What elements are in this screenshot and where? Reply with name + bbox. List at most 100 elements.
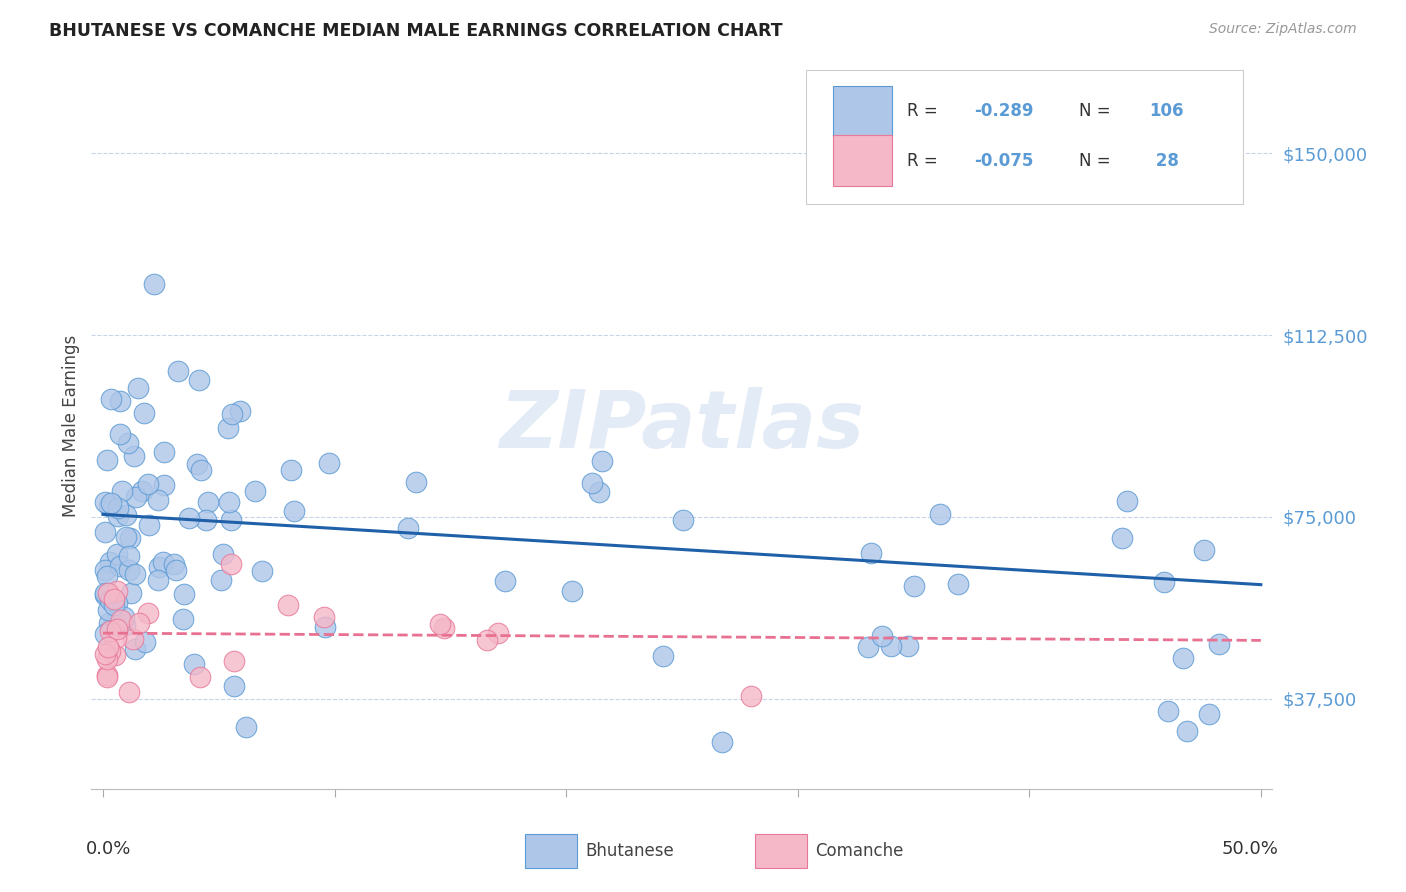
Point <box>94 586 117 600</box>
Point <box>108 427 131 442</box>
FancyBboxPatch shape <box>524 835 576 868</box>
Point <box>903 579 925 593</box>
Point <box>146 574 169 588</box>
Point <box>138 606 160 620</box>
Point <box>118 531 141 545</box>
Point <box>115 530 138 544</box>
Point <box>104 615 127 629</box>
Point <box>250 564 273 578</box>
Point <box>105 622 128 636</box>
Point <box>107 509 129 524</box>
Point <box>314 610 336 624</box>
FancyBboxPatch shape <box>834 86 893 136</box>
Text: R =: R = <box>907 152 943 169</box>
Point <box>118 563 141 577</box>
Point <box>112 610 135 624</box>
Point <box>1111 531 1133 545</box>
Point <box>433 621 456 635</box>
Point <box>103 598 125 612</box>
Point <box>94 647 117 661</box>
Point <box>98 624 121 638</box>
Point <box>98 499 121 513</box>
Point <box>1153 575 1175 590</box>
Point <box>194 513 217 527</box>
Point <box>221 512 243 526</box>
Point <box>486 625 509 640</box>
Point <box>396 521 419 535</box>
Point <box>108 393 131 408</box>
Point <box>860 546 883 560</box>
Point <box>96 569 118 583</box>
FancyBboxPatch shape <box>755 835 807 868</box>
Point <box>138 518 160 533</box>
Text: -0.075: -0.075 <box>973 152 1033 169</box>
Point <box>222 679 245 693</box>
Point <box>98 644 121 658</box>
Point <box>162 558 184 572</box>
Point <box>97 585 120 599</box>
Point <box>98 554 121 568</box>
Point <box>132 406 155 420</box>
Point <box>122 449 145 463</box>
Point <box>114 508 136 522</box>
Point <box>124 566 146 581</box>
Point <box>111 483 134 498</box>
Point <box>146 493 169 508</box>
Point <box>710 735 733 749</box>
Point <box>172 612 194 626</box>
Y-axis label: Median Male Earnings: Median Male Earnings <box>62 334 80 517</box>
Text: ZIPatlas: ZIPatlas <box>499 387 865 465</box>
Point <box>217 421 239 435</box>
Point <box>114 617 136 632</box>
Point <box>229 403 252 417</box>
Point <box>110 613 132 627</box>
Point <box>125 491 148 505</box>
Point <box>94 494 117 508</box>
Point <box>218 495 240 509</box>
Point <box>277 598 299 612</box>
Point <box>561 584 583 599</box>
Point <box>1157 704 1180 718</box>
Point <box>148 559 170 574</box>
Point <box>314 620 336 634</box>
Point <box>651 649 673 664</box>
Point <box>98 623 121 637</box>
Point <box>429 617 451 632</box>
Point <box>872 629 894 643</box>
Point <box>98 592 121 607</box>
Point <box>166 364 188 378</box>
Text: Bhutanese: Bhutanese <box>585 842 673 860</box>
Point <box>136 476 159 491</box>
Point <box>94 627 117 641</box>
Point <box>142 277 165 291</box>
Point <box>1171 650 1194 665</box>
Point <box>672 513 695 527</box>
Point <box>235 720 257 734</box>
Point <box>897 639 920 653</box>
Point <box>153 445 176 459</box>
Point <box>219 557 242 571</box>
Point <box>1116 494 1139 508</box>
Point <box>1175 724 1198 739</box>
Text: 50.0%: 50.0% <box>1222 840 1278 858</box>
Point <box>105 547 128 561</box>
Point <box>118 684 141 698</box>
Point <box>856 640 879 654</box>
Point <box>280 463 302 477</box>
Point <box>127 381 149 395</box>
Point <box>105 632 128 646</box>
Point <box>1208 637 1230 651</box>
Point <box>105 596 128 610</box>
Point <box>134 635 156 649</box>
Point <box>222 655 245 669</box>
Point <box>183 657 205 672</box>
Text: N =: N = <box>1078 103 1115 120</box>
Point <box>165 563 187 577</box>
Point <box>108 559 131 574</box>
Point <box>152 555 174 569</box>
Point <box>948 577 970 591</box>
Point <box>104 648 127 662</box>
Point <box>243 484 266 499</box>
Point <box>152 478 174 492</box>
Point <box>186 458 208 472</box>
